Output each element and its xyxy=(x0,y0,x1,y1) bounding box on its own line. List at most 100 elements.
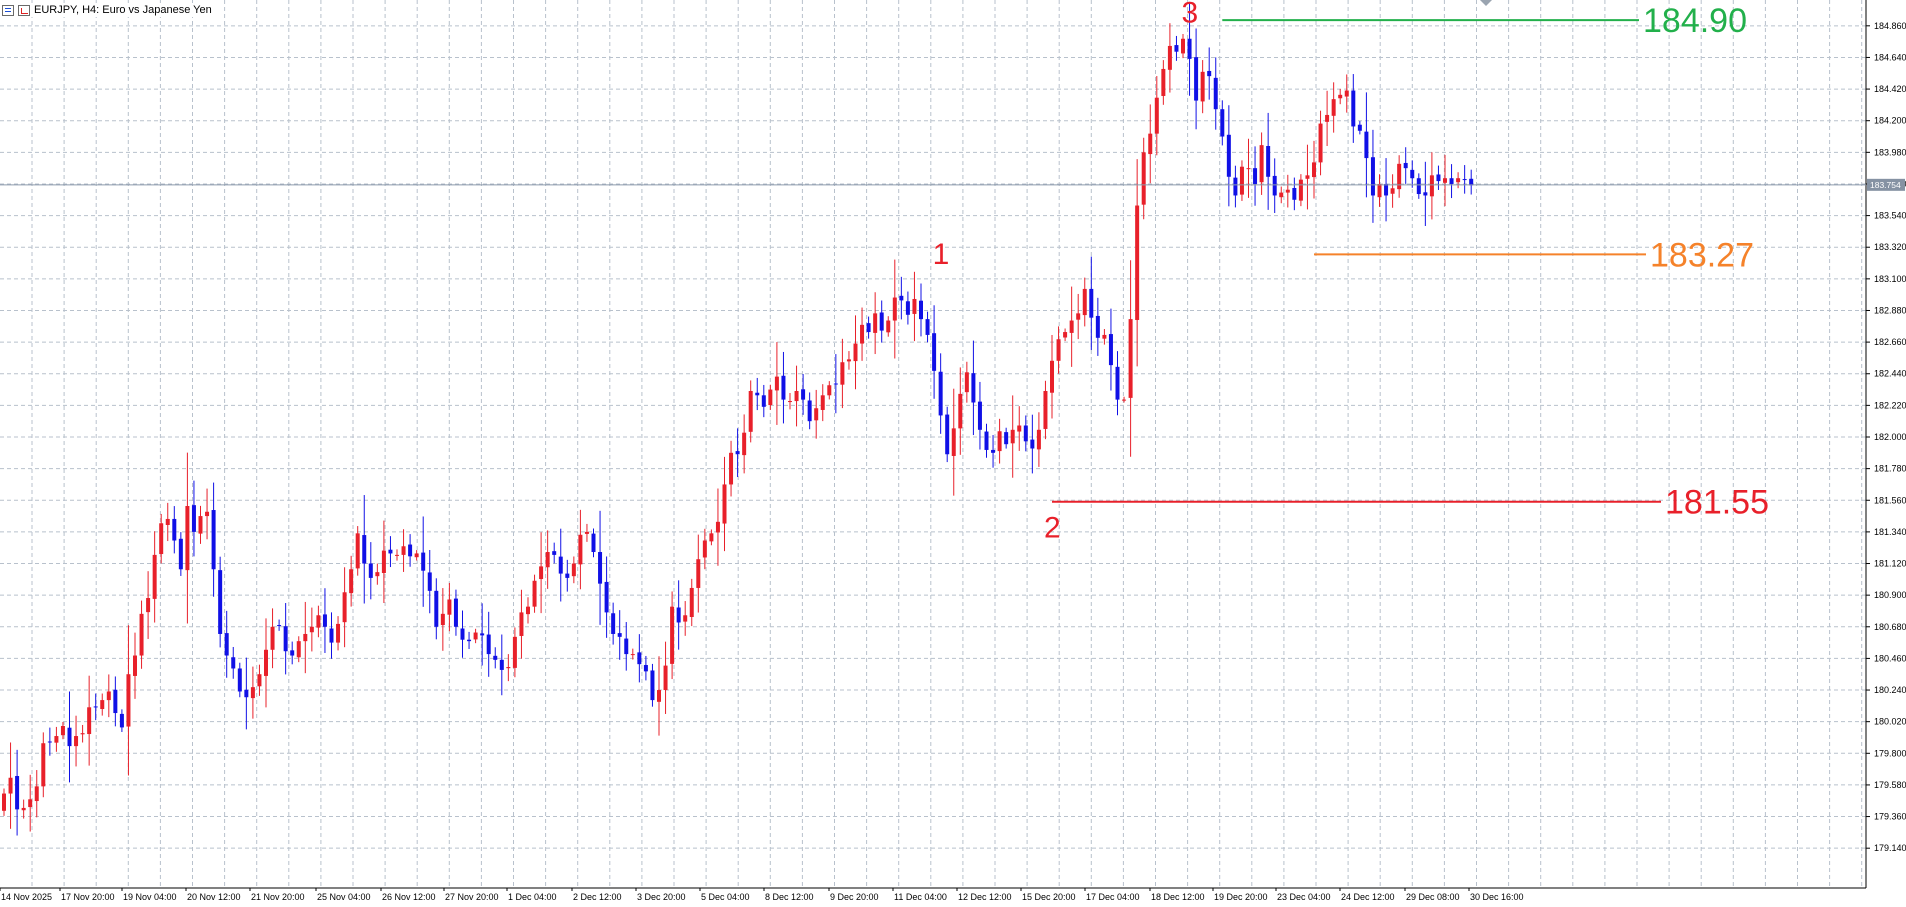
candle xyxy=(87,707,92,735)
candle xyxy=(1135,205,1140,320)
candle xyxy=(106,691,111,701)
candle xyxy=(1285,189,1290,193)
chart-shift-marker[interactable] xyxy=(1480,0,1492,6)
candle xyxy=(1128,319,1133,398)
x-tick-label: 26 Nov 12:00 xyxy=(382,892,436,902)
candle xyxy=(584,531,589,534)
candle xyxy=(237,668,242,692)
candle xyxy=(617,633,622,637)
candle xyxy=(912,298,917,314)
candle xyxy=(198,516,203,534)
candle xyxy=(1063,332,1068,338)
candle xyxy=(1030,439,1035,449)
candle xyxy=(1181,38,1185,54)
candle xyxy=(866,323,871,333)
y-tick-label: 180.900 xyxy=(1874,590,1906,600)
candle xyxy=(860,324,865,344)
chart-title-bar: EURJPY, H4: Euro vs Japanese Yen xyxy=(2,3,216,17)
candle xyxy=(159,523,164,555)
candle xyxy=(1043,390,1048,429)
candle xyxy=(1056,339,1061,361)
candle xyxy=(388,549,393,554)
candle xyxy=(526,606,530,615)
swing-point-label: 1 xyxy=(933,238,950,271)
candle xyxy=(231,657,236,669)
x-tick-label: 20 Nov 12:00 xyxy=(187,892,241,902)
candle xyxy=(1089,288,1094,318)
candle xyxy=(1449,178,1454,184)
candle xyxy=(742,432,747,456)
x-tick-label: 5 Dec 04:00 xyxy=(701,892,750,902)
candle xyxy=(80,733,85,735)
candle xyxy=(964,372,969,393)
candle xyxy=(74,736,79,747)
chart-title: EURJPY, H4: Euro vs Japanese Yen xyxy=(34,4,212,16)
candle xyxy=(650,670,655,701)
candle xyxy=(1292,187,1297,200)
candle xyxy=(676,607,681,623)
bid-price-label: 183.754 xyxy=(1870,180,1901,190)
x-tick-label: 18 Dec 12:00 xyxy=(1151,892,1205,902)
candle xyxy=(290,650,295,656)
y-tick-label: 183.540 xyxy=(1874,211,1906,221)
candle xyxy=(643,665,648,672)
candle xyxy=(473,632,478,640)
candle xyxy=(1462,179,1467,181)
candle xyxy=(440,613,445,626)
candle xyxy=(41,743,46,787)
chart-type-icon[interactable] xyxy=(18,4,30,16)
candle xyxy=(1403,162,1408,169)
candle xyxy=(958,393,963,429)
x-tick-label: 17 Dec 04:00 xyxy=(1086,892,1140,902)
candle xyxy=(683,615,688,622)
candle xyxy=(788,401,792,403)
candle xyxy=(1233,177,1238,196)
candle xyxy=(493,655,498,660)
y-tick-label: 181.120 xyxy=(1874,559,1906,569)
candle xyxy=(113,689,118,714)
x-tick-label: 11 Dec 04:00 xyxy=(894,892,947,902)
candle xyxy=(1108,334,1113,366)
y-tick-label: 179.360 xyxy=(1874,812,1906,822)
y-tick-label: 180.680 xyxy=(1874,622,1906,632)
candle xyxy=(126,674,131,727)
candle xyxy=(768,389,773,406)
candle xyxy=(316,615,321,628)
candle xyxy=(938,371,943,416)
candle xyxy=(329,628,334,643)
y-tick-label: 182.220 xyxy=(1874,400,1906,410)
candle xyxy=(1095,315,1100,338)
candle xyxy=(172,518,177,541)
candle xyxy=(1331,99,1336,116)
swing-point-label: 2 xyxy=(1044,512,1061,545)
candle xyxy=(977,401,982,430)
candle xyxy=(119,713,124,728)
candle xyxy=(1266,146,1271,177)
candle xyxy=(879,312,884,331)
candle xyxy=(224,633,229,656)
y-tick-label: 179.140 xyxy=(1874,843,1906,853)
candle xyxy=(571,563,576,577)
y-tick-label: 182.880 xyxy=(1874,305,1906,315)
candle xyxy=(702,540,707,558)
candle xyxy=(624,638,629,655)
y-tick-label: 183.100 xyxy=(1874,274,1906,284)
candle xyxy=(519,612,524,636)
candle xyxy=(28,799,33,808)
x-tick-label: 21 Nov 20:00 xyxy=(251,892,305,902)
candle xyxy=(8,777,13,794)
candle xyxy=(1312,162,1316,178)
candle xyxy=(932,333,937,371)
candle xyxy=(1076,313,1081,320)
candle xyxy=(833,383,838,385)
candle xyxy=(873,313,878,333)
candle xyxy=(1017,425,1022,432)
candle xyxy=(951,428,956,456)
candle xyxy=(722,484,727,524)
candle xyxy=(774,376,779,391)
candle xyxy=(905,301,910,315)
chart-list-icon[interactable] xyxy=(2,4,14,16)
x-tick-label: 27 Nov 20:00 xyxy=(445,892,499,902)
